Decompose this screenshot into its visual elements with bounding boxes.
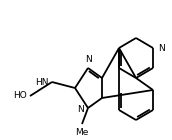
Text: Me: Me <box>75 128 89 137</box>
Text: N: N <box>85 55 91 64</box>
Text: HO: HO <box>13 92 27 101</box>
Text: N: N <box>158 44 165 52</box>
Text: HN: HN <box>35 78 49 87</box>
Text: N: N <box>77 104 84 114</box>
